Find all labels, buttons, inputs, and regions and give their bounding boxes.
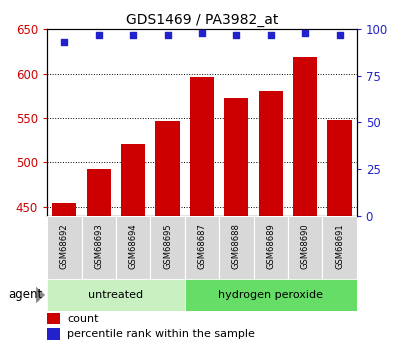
Text: hydrogen peroxide: hydrogen peroxide — [218, 290, 322, 300]
Point — [95, 32, 102, 38]
Text: agent: agent — [8, 288, 43, 302]
Point — [130, 32, 136, 38]
Bar — [189, 77, 213, 216]
Text: GSM68690: GSM68690 — [300, 224, 309, 269]
Bar — [121, 144, 145, 216]
Bar — [47, 328, 59, 340]
Bar — [287, 216, 321, 279]
Text: GSM68694: GSM68694 — [128, 224, 137, 269]
Point — [267, 32, 273, 38]
Bar — [52, 203, 76, 216]
Text: count: count — [67, 314, 99, 324]
Text: GSM68689: GSM68689 — [265, 223, 274, 269]
Text: GSM68687: GSM68687 — [197, 223, 206, 269]
Bar — [81, 216, 116, 279]
Bar — [321, 216, 356, 279]
Text: percentile rank within the sample: percentile rank within the sample — [67, 329, 254, 339]
Bar — [47, 216, 81, 279]
Point — [335, 32, 342, 38]
Point — [301, 30, 308, 36]
Bar — [150, 216, 184, 279]
Text: GSM68688: GSM68688 — [231, 223, 240, 269]
Bar — [155, 121, 179, 216]
Bar — [327, 120, 351, 216]
Bar — [47, 313, 59, 324]
Bar — [224, 98, 248, 216]
Bar — [292, 57, 317, 216]
Point — [198, 30, 204, 36]
Text: untreated: untreated — [88, 290, 143, 300]
Bar — [184, 216, 218, 279]
Bar — [253, 216, 287, 279]
Bar — [258, 90, 282, 216]
Text: GSM68691: GSM68691 — [334, 224, 343, 269]
Bar — [86, 169, 110, 216]
Text: GSM68695: GSM68695 — [163, 224, 172, 269]
Bar — [218, 216, 253, 279]
Title: GDS1469 / PA3982_at: GDS1469 / PA3982_at — [126, 13, 277, 27]
Text: GSM68692: GSM68692 — [60, 224, 69, 269]
Point — [164, 32, 171, 38]
Text: GSM68693: GSM68693 — [94, 223, 103, 269]
Bar — [116, 216, 150, 279]
Polygon shape — [36, 287, 45, 303]
Point — [61, 40, 67, 45]
Bar — [184, 279, 356, 311]
Point — [232, 32, 239, 38]
Bar — [47, 279, 184, 311]
